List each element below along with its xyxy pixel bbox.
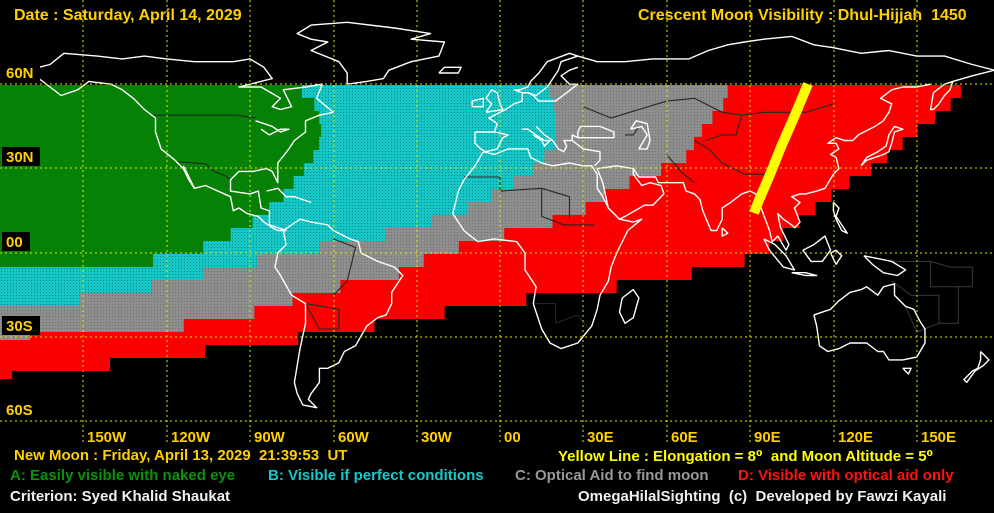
coastline [452,148,643,350]
date-title: Date : Saturday, April 14, 2029 [14,7,242,24]
lat-label-60N: 60N [6,65,34,82]
criterion-label: Criterion: Syed Khalid Shaukat [10,488,231,505]
lat-label-30S: 30S [6,318,33,335]
coastline [860,125,904,167]
lon-label-60W: 60W [338,429,370,445]
coastline [577,35,994,71]
coastline [266,187,312,204]
lon-label-120W: 120W [171,429,211,445]
country-border [332,238,357,296]
coastline [963,351,990,384]
coastline [255,120,290,136]
country-border [694,140,770,175]
coastline [813,283,926,361]
coastline [182,165,196,189]
visibility-title: Crescent Moon Visibility : Dhul-Hijjah 1… [638,7,967,24]
lon-label-00: 00 [504,429,521,445]
country-border [174,161,231,181]
credit-label: OmegaHilalSighting (c) Developed by Fawz… [578,488,947,505]
coastline [802,235,832,263]
coastline [522,128,551,147]
yellow-line-label: Yellow Line : Elongation = 8⁰ and Moon A… [558,448,934,465]
lat-label-bg [2,316,40,335]
coastline [630,120,651,150]
lon-label-120E: 120E [838,429,873,445]
coastline [863,255,907,277]
lat-label-bg [2,400,40,419]
country-border [625,126,640,136]
new-moon-label: New Moon : Friday, April 13, 2029 21:39:… [14,447,348,464]
coastline [571,139,601,167]
coastline [274,218,404,409]
lat-label-bg [2,232,30,251]
coastline [902,367,912,375]
coastline [535,125,579,153]
coastline [38,52,334,232]
coastline [832,201,848,234]
coastline [471,97,484,108]
lon-label-90W: 90W [254,429,286,445]
coastline [596,165,665,220]
country-border [463,176,571,220]
legend-c: C: Optical Aid to find moon [515,467,709,484]
lat-label-00: 00 [6,234,23,251]
lon-label-90E: 90E [754,429,781,445]
lon-label-150E: 150E [921,429,956,445]
country-border [152,114,256,119]
lon-label-150W: 150W [87,429,127,445]
legend-b: B: Visible if perfect conditions [268,467,484,484]
coastline [791,272,818,277]
country-border [583,97,834,119]
coastline [632,83,931,251]
coastline [952,69,994,83]
coastline [485,89,504,113]
coastline [618,288,640,324]
coastline [513,52,579,97]
lat-label-bg [2,63,40,82]
country-border [705,115,743,142]
yellow-elongation-line [749,82,813,215]
coastline [296,21,446,85]
country-border [533,303,590,330]
legend-a: A: Easily visible with naked eye [10,467,236,484]
zone-a-green [0,85,322,273]
coastline [763,238,796,271]
coastline [721,227,729,237]
lon-label-30W: 30W [421,429,453,445]
country-border [666,154,695,184]
lat-label-60S: 60S [6,402,33,419]
lon-label-30E: 30E [587,429,614,445]
lat-label-30N: 30N [6,149,34,166]
country-border [305,303,340,330]
ocean-boundary-line [891,260,959,324]
country-border [541,188,595,226]
coastline [474,131,509,153]
legend-d: D: Visible with optical aid only [738,467,954,484]
ocean-boundary-line [930,260,973,288]
coastline [438,66,462,74]
lat-label-bg [2,147,40,166]
lon-label-60E: 60E [671,429,698,445]
coastline [577,125,615,139]
visibility-map: 150W 120W 90W 60W 30W 00 30E 60E 90E 120E 150E 60N 3… [0,0,994,445]
